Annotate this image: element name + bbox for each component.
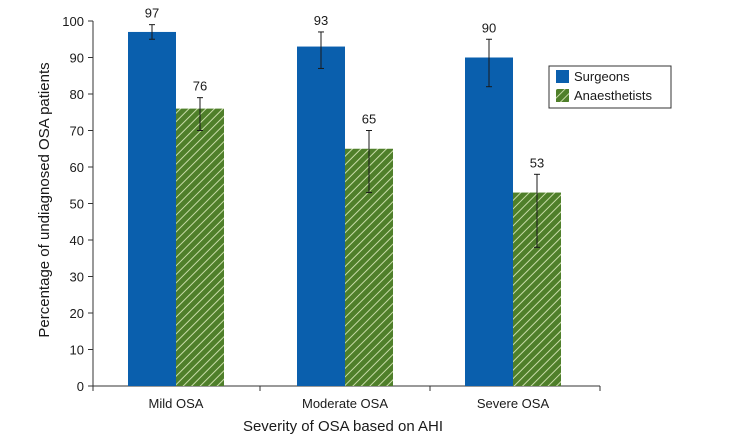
bar-surgeons xyxy=(297,46,345,387)
bar-anaesthetists xyxy=(176,108,224,386)
y-tick-label: 0 xyxy=(77,379,84,394)
x-axis-title: Severity of OSA based on AHI xyxy=(243,418,443,435)
y-tick-label: 90 xyxy=(70,51,84,66)
legend-swatch-surgeons xyxy=(556,70,569,83)
data-label: 76 xyxy=(193,79,207,94)
data-label: 90 xyxy=(482,20,496,35)
legend-swatch-anaesthetists xyxy=(556,89,569,102)
bar-surgeons xyxy=(465,57,513,386)
y-tick-label: 20 xyxy=(70,306,84,321)
y-tick-label: 100 xyxy=(62,14,84,29)
plot-area: 0 10 20 30 40 50 60 70 80 90 100 Mild OSA Moderate O… xyxy=(62,6,601,411)
bar-surgeons xyxy=(128,31,176,386)
data-label: 93 xyxy=(314,13,328,28)
x-tick-label: Moderate OSA xyxy=(302,396,388,411)
y-tick-label: 10 xyxy=(70,343,84,358)
legend-label-anaesthetists: Anaesthetists xyxy=(574,88,653,103)
y-tick-label: 80 xyxy=(70,87,84,102)
y-tick-label: 70 xyxy=(70,124,84,139)
y-axis-title: Percentage of undiagnosed OSA patients xyxy=(36,62,53,337)
legend-label-surgeons: Surgeons xyxy=(574,69,630,84)
data-label: 53 xyxy=(530,155,544,170)
data-label: 97 xyxy=(145,6,159,21)
y-tick-label: 30 xyxy=(70,270,84,285)
legend: Surgeons Anaesthetists xyxy=(548,65,672,109)
y-tick-label: 50 xyxy=(70,197,84,212)
y-tick-label: 60 xyxy=(70,160,84,175)
x-tick-label: Mild OSA xyxy=(149,396,204,411)
x-tick-label: Severe OSA xyxy=(477,396,550,411)
data-label: 65 xyxy=(362,112,376,127)
y-tick-label: 40 xyxy=(70,233,84,248)
